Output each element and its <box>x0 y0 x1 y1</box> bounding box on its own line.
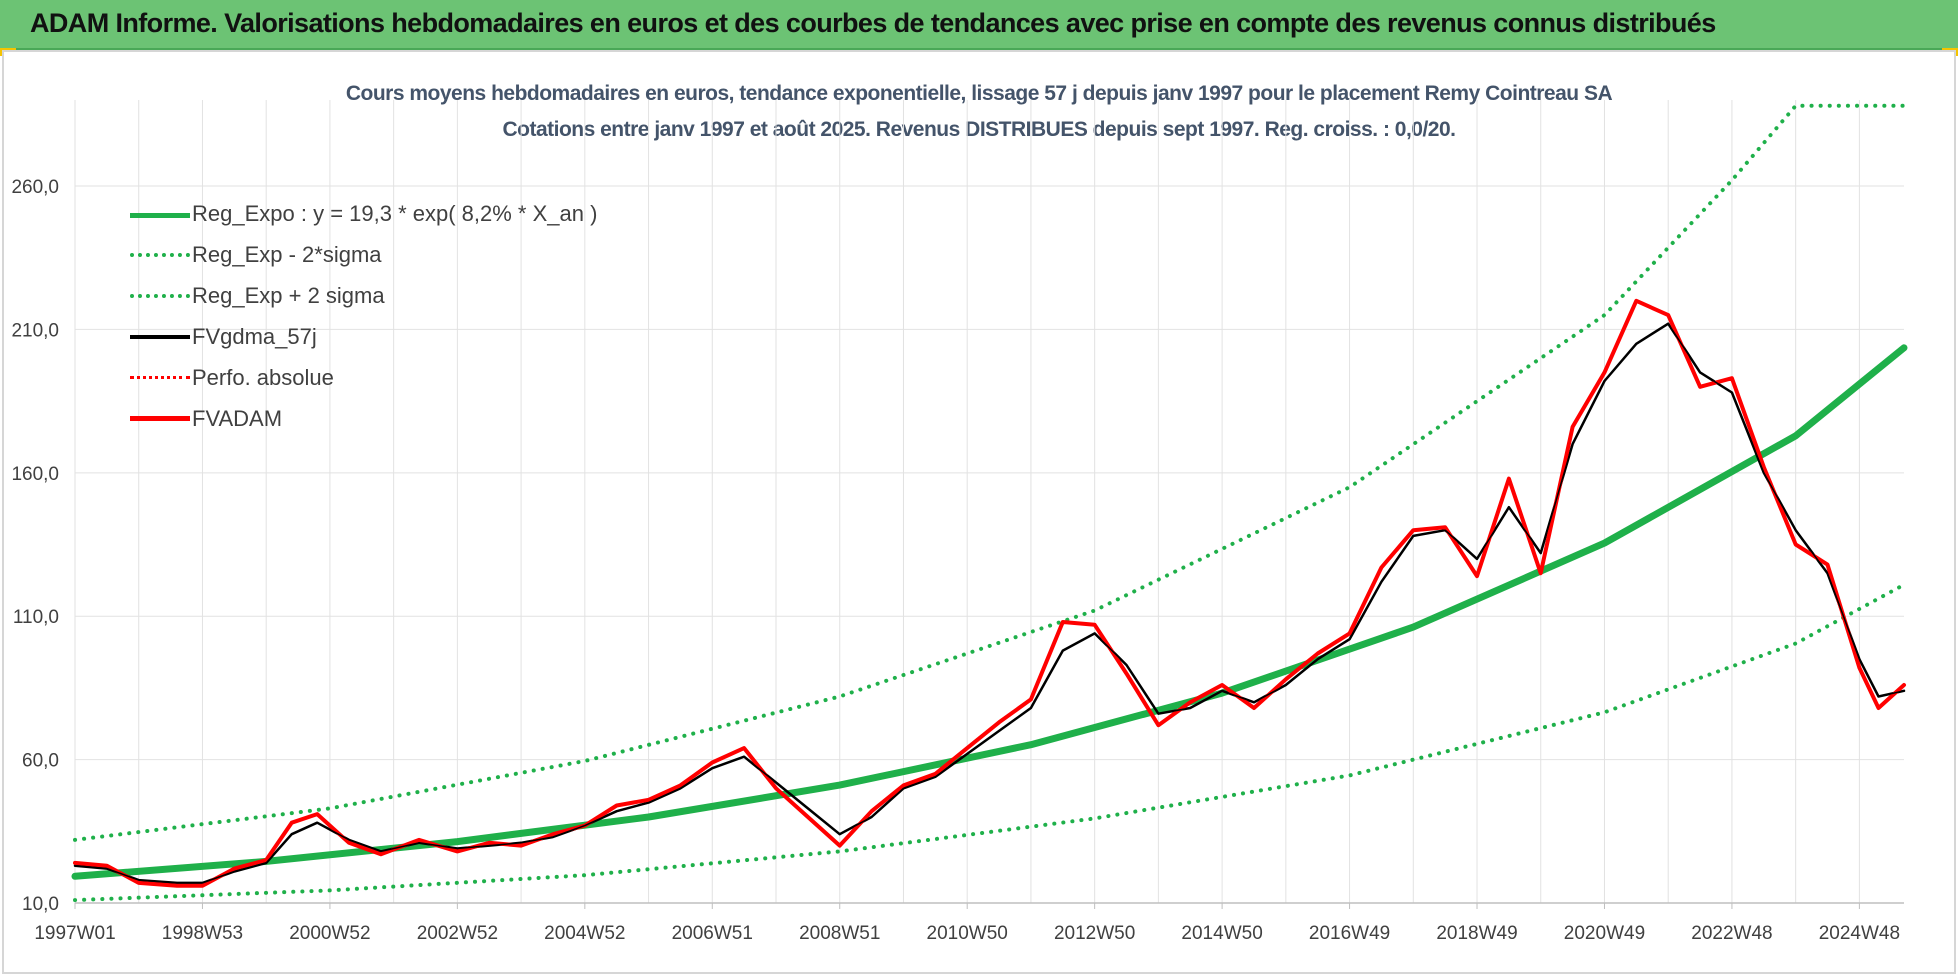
legend-label: Perfo. absolue <box>192 364 334 390</box>
chart-legend: Reg_Expo : y = 19,3 * exp( 8,2% * X_an )… <box>130 193 597 439</box>
series-line-fvgdma-57j-overlay <box>74 322 1905 884</box>
header-title: ADAM Informe. Valorisations hebdomadaire… <box>30 8 1716 38</box>
legend-label: Reg_Expo : y = 19,3 * exp( 8,2% * X_an ) <box>192 200 598 226</box>
header-bar: ADAM Informe. Valorisations hebdomadaire… <box>0 0 1958 50</box>
y-tick-label: 110,0 <box>13 607 59 628</box>
x-tick-label: 2010W50 <box>927 923 1008 944</box>
chart-subtitle: Cotations entre janv 1997 et août 2025. … <box>502 118 1456 141</box>
legend-swatch-dotted-green <box>130 293 190 298</box>
x-tick-label: 2022W48 <box>1691 923 1772 944</box>
x-tick-label: 1998W53 <box>162 923 243 944</box>
series-line-reg-exp-plus-2sigma <box>73 103 1906 842</box>
x-tick-label: 2006W51 <box>672 923 753 944</box>
x-tick-label: 2000W52 <box>289 923 370 944</box>
x-tick-label: 2014W50 <box>1181 923 1262 944</box>
legend-label: FVgdma_57j <box>192 323 317 349</box>
legend-item-perfo: Perfo. absolue <box>130 357 597 398</box>
x-tick-label: 1997W01 <box>34 923 115 944</box>
x-tick-label: 2002W52 <box>417 923 498 944</box>
legend-label: Reg_Exp + 2 sigma <box>192 282 385 308</box>
x-tick-label: 2012W50 <box>1054 923 1135 944</box>
legend-label: Reg_Exp - 2*sigma <box>192 241 382 267</box>
x-tick-label: 2018W49 <box>1436 923 1517 944</box>
legend-label: FVADAM <box>192 405 283 431</box>
legend-swatch-solid-black <box>130 334 190 339</box>
legend-item-reg-exp-minus: Reg_Exp - 2*sigma <box>130 234 597 275</box>
x-tick-label: 2008W51 <box>799 923 880 944</box>
x-tick-label: 2004W52 <box>544 923 625 944</box>
legend-swatch-solid-red <box>130 416 190 421</box>
y-tick-label: 210,0 <box>11 320 59 341</box>
legend-item-fvgdma: FVgdma_57j <box>130 316 597 357</box>
x-tick-label: 2020W49 <box>1564 923 1645 944</box>
legend-item-fvadam: FVADAM <box>130 398 597 439</box>
legend-swatch-dotted-green <box>130 252 190 257</box>
x-tick-label: 2016W49 <box>1309 923 1390 944</box>
legend-swatch-dotted-red <box>130 376 190 379</box>
y-tick-label: 160,0 <box>11 464 59 485</box>
legend-swatch-solid-green <box>130 213 190 218</box>
legend-item-reg-expo: Reg_Expo : y = 19,3 * exp( 8,2% * X_an ) <box>130 193 597 234</box>
series-line-fvadam <box>73 298 1906 888</box>
y-tick-label: 260,0 <box>11 177 59 198</box>
y-tick-label: 10,0 <box>22 894 59 915</box>
chart-frame <box>2 50 1956 974</box>
y-tick-label: 60,0 <box>22 751 59 772</box>
x-tick-label: 2024W48 <box>1819 923 1900 944</box>
chart-title: Cours moyens hebdomadaires en euros, ten… <box>345 82 1613 105</box>
legend-item-reg-exp-plus: Reg_Exp + 2 sigma <box>130 275 597 316</box>
